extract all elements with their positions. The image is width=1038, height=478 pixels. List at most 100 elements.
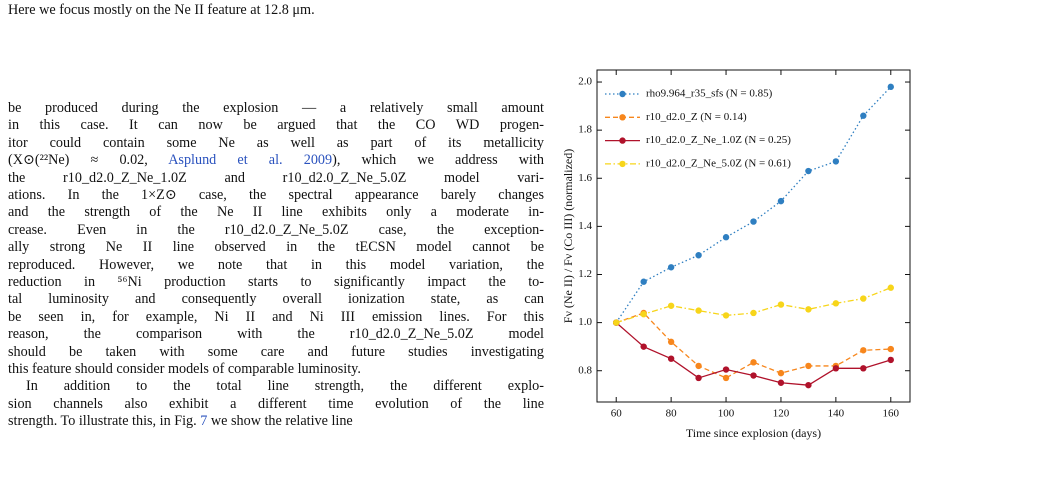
text-span: reduction in ⁵⁶Ni production starts to s…	[8, 274, 544, 290]
text-line: ally strong Ne II line observed in the t…	[8, 239, 544, 256]
citation-link[interactable]: Asplund et al. 2009	[168, 152, 333, 169]
text-line: this feature should consider models of c…	[8, 361, 544, 378]
y-tick-label: 1.6	[578, 172, 592, 184]
text-span: itor could contain some Ne as well as pa…	[8, 134, 544, 151]
x-tick-label: 60	[611, 408, 623, 420]
y-tick-label: 1.0	[578, 316, 592, 328]
data-point	[750, 218, 757, 225]
text-line: be seen in, for example, Ni II and Ni II…	[8, 309, 544, 326]
x-tick-label: 160	[883, 408, 900, 420]
data-point	[832, 158, 840, 165]
text-span: reproduced. However, we note that in thi…	[8, 256, 544, 273]
legend-marker	[619, 160, 626, 168]
data-point	[805, 306, 812, 313]
text-span: should be taken with some care and futur…	[8, 343, 544, 360]
data-point	[695, 307, 702, 314]
legend-marker	[619, 114, 626, 121]
text-line: (X⊙(²²Ne) ≈ 0.02, Asplund et al. 2009), …	[8, 152, 544, 169]
y-tick-label: 2.0	[578, 76, 592, 88]
data-point	[722, 374, 730, 382]
plot-frame	[596, 69, 911, 403]
data-point	[832, 365, 840, 372]
text-span: this feature should consider models of c…	[8, 361, 361, 377]
text-span: ally strong Ne II line observed in the t…	[8, 239, 544, 256]
text-span: In addition to the total line strength, …	[26, 378, 544, 395]
text-line: reproduced. However, we note that in thi…	[8, 257, 544, 274]
y-axis-label: Fν (Ne II) / Fν (Co III) (normalized)	[561, 149, 575, 323]
data-point	[860, 295, 867, 302]
text-line: strength. To illustrate this, in Fig. 7 …	[8, 413, 544, 430]
text-span: be produced during the explosion — a rel…	[8, 100, 544, 116]
data-point	[860, 365, 867, 372]
text-span: we show the relative line	[207, 413, 353, 430]
data-point	[777, 301, 785, 308]
data-point	[640, 310, 647, 318]
data-point	[695, 362, 702, 370]
data-point	[667, 338, 675, 346]
text-span: the r10_d2.0_Z_Ne_1.0Z and r10_d2.0_Z_Ne…	[8, 169, 544, 186]
text-span: and the strength of the Ne II line exhib…	[8, 204, 544, 221]
legend-label: rho9.964_r35_sfs (N = 0.85)	[646, 88, 773, 100]
data-point	[777, 379, 785, 386]
text-line: in this case. It can now be argued that …	[8, 117, 544, 134]
text-span: ations. In the 1×Z⊙ case, the spectral a…	[8, 187, 544, 203]
x-tick-label: 100	[718, 408, 735, 420]
x-tick-label: 120	[773, 408, 790, 420]
y-tick-label: 1.8	[578, 124, 592, 136]
citation-link[interactable]: 7	[200, 413, 208, 430]
text-line: reduction in ⁵⁶Ni production starts to s…	[8, 274, 544, 291]
legend-label: r10_d2.0_Z_Ne_5.0Z (N = 0.61)	[646, 157, 791, 169]
text-span: reason, the comparison with the r10_d2.0…	[8, 326, 544, 343]
text-span: be seen in, for example, Ni II and Ni II…	[8, 308, 544, 325]
x-axis-label: Time since explosion (days)	[686, 426, 821, 440]
data-point	[695, 374, 702, 382]
text-line: reason, the comparison with the r10_d2.0…	[8, 326, 544, 343]
y-tick-label: 0.8	[578, 364, 592, 376]
data-point	[860, 112, 867, 119]
series-line	[615, 86, 892, 323]
text-line: itor could contain some Ne as well as pa…	[8, 135, 544, 152]
legend-marker	[619, 137, 626, 144]
data-point	[695, 252, 702, 259]
data-point	[887, 345, 894, 353]
text-line: and the strength of the Ne II line exhib…	[8, 204, 544, 221]
data-point	[777, 197, 785, 205]
text-span: (X⊙(²²Ne) ≈ 0.02,	[8, 152, 169, 169]
data-point	[805, 167, 812, 175]
x-tick-label: 140	[828, 408, 845, 420]
data-point	[750, 359, 757, 366]
data-point	[805, 362, 812, 370]
data-point	[613, 319, 620, 326]
data-point	[887, 356, 894, 364]
text-span: strength. To illustrate this, in Fig.	[8, 413, 201, 430]
text-span: in this case. It can now be argued that …	[8, 117, 544, 134]
data-point	[887, 284, 894, 291]
text-line: ations. In the 1×Z⊙ case, the spectral a…	[8, 187, 544, 204]
legend-marker	[619, 90, 626, 98]
data-point	[750, 309, 757, 317]
data-point	[722, 366, 730, 373]
data-point	[667, 355, 675, 362]
text-span: crease. Even in the r10_d2.0_Z_Ne_5.0Z c…	[8, 221, 544, 238]
legend-label: r10_d2.0_Z_Ne_1.0Z (N = 0.25)	[646, 134, 791, 146]
chart: 60 80 100 120 140 160 0.8 1.0 1.2 1.4 1.6 1.8 2.0 Tim…	[561, 69, 911, 440]
data-point	[667, 302, 675, 309]
data-point	[860, 347, 867, 354]
text-span: sion channels also exhibit a different t…	[8, 395, 544, 412]
data-point	[640, 278, 647, 285]
x-tick-label: 80	[666, 408, 678, 420]
text-line: be produced during the explosion — a rel…	[8, 100, 544, 117]
text-span: tal luminosity and consequently overall …	[8, 291, 544, 308]
data-point	[640, 343, 647, 350]
text-line: Here we focus mostly on the Ne II featur…	[8, 2, 315, 18]
text-line: crease. Even in the r10_d2.0_Z_Ne_5.0Z c…	[8, 222, 544, 239]
y-tick-label: 1.2	[578, 268, 592, 280]
text-line: sion channels also exhibit a different t…	[8, 396, 544, 413]
data-point	[750, 372, 757, 379]
text-line: tal luminosity and consequently overall …	[8, 291, 544, 308]
data-point	[667, 264, 675, 271]
data-point	[777, 369, 785, 377]
data-point	[832, 300, 840, 307]
text-line: should be taken with some care and futur…	[8, 344, 544, 361]
